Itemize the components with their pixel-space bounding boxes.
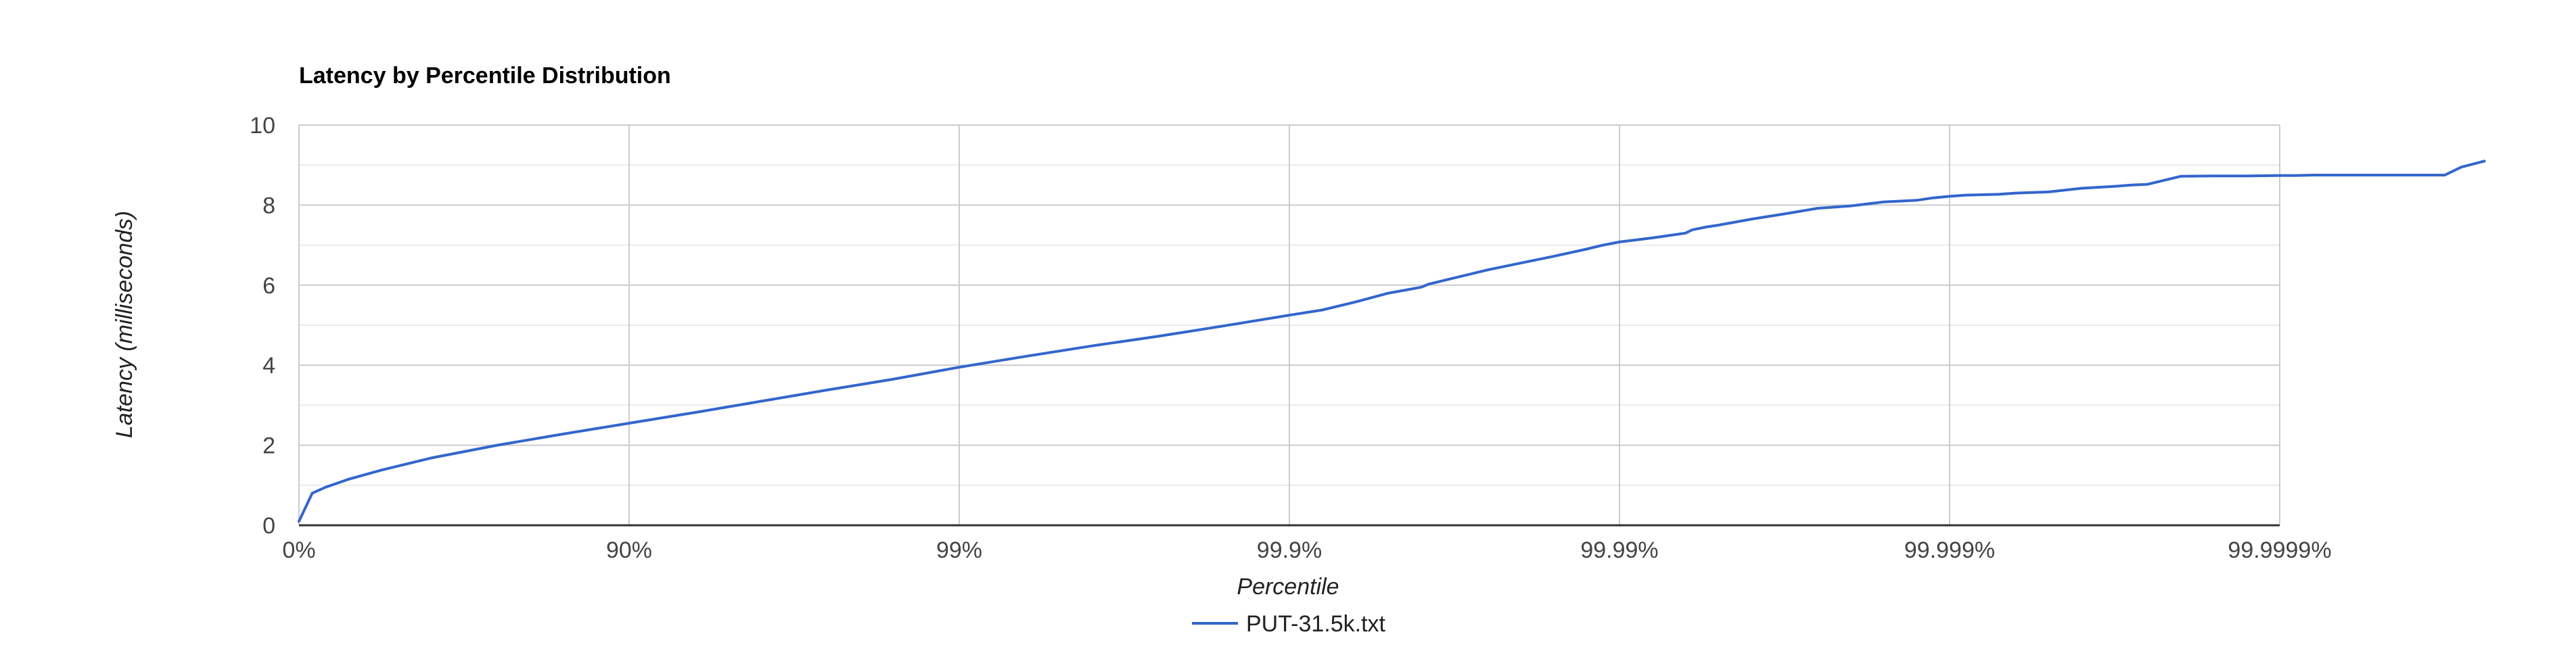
y-tick-label: 6 <box>262 273 275 299</box>
y-axis-ticks: 0 2 4 6 8 10 <box>250 113 275 539</box>
major-gridlines <box>298 124 2280 525</box>
y-tick-label: 2 <box>262 433 275 459</box>
y-axis-title: Latency (milliseconds) <box>112 211 137 438</box>
series-line <box>298 160 2486 523</box>
x-tick-label: 0% <box>282 537 315 563</box>
legend: PUT-31.5k.txt <box>1192 611 1386 637</box>
x-tick-label: 99.999% <box>1904 537 1995 563</box>
y-tick-label: 0 <box>262 513 275 539</box>
x-axis-ticks: 0% 90% 99% 99.9% 99.99% 99.999% 99.9999% <box>282 537 2331 563</box>
x-tick-label: 99.9999% <box>2228 537 2331 563</box>
x-tick-label: 99% <box>936 537 982 563</box>
x-tick-label: 90% <box>606 537 652 563</box>
y-tick-label: 10 <box>250 113 275 139</box>
chart-title: Latency by Percentile Distribution <box>299 63 671 89</box>
y-tick-label: 4 <box>262 353 275 379</box>
series-lines <box>298 160 2486 523</box>
y-tick-label: 8 <box>262 193 275 218</box>
legend-label: PUT-31.5k.txt <box>1246 611 1386 637</box>
x-axis-title: Percentile <box>1237 574 1339 600</box>
x-tick-label: 99.9% <box>1257 537 1322 563</box>
x-tick-label: 99.99% <box>1580 537 1658 563</box>
